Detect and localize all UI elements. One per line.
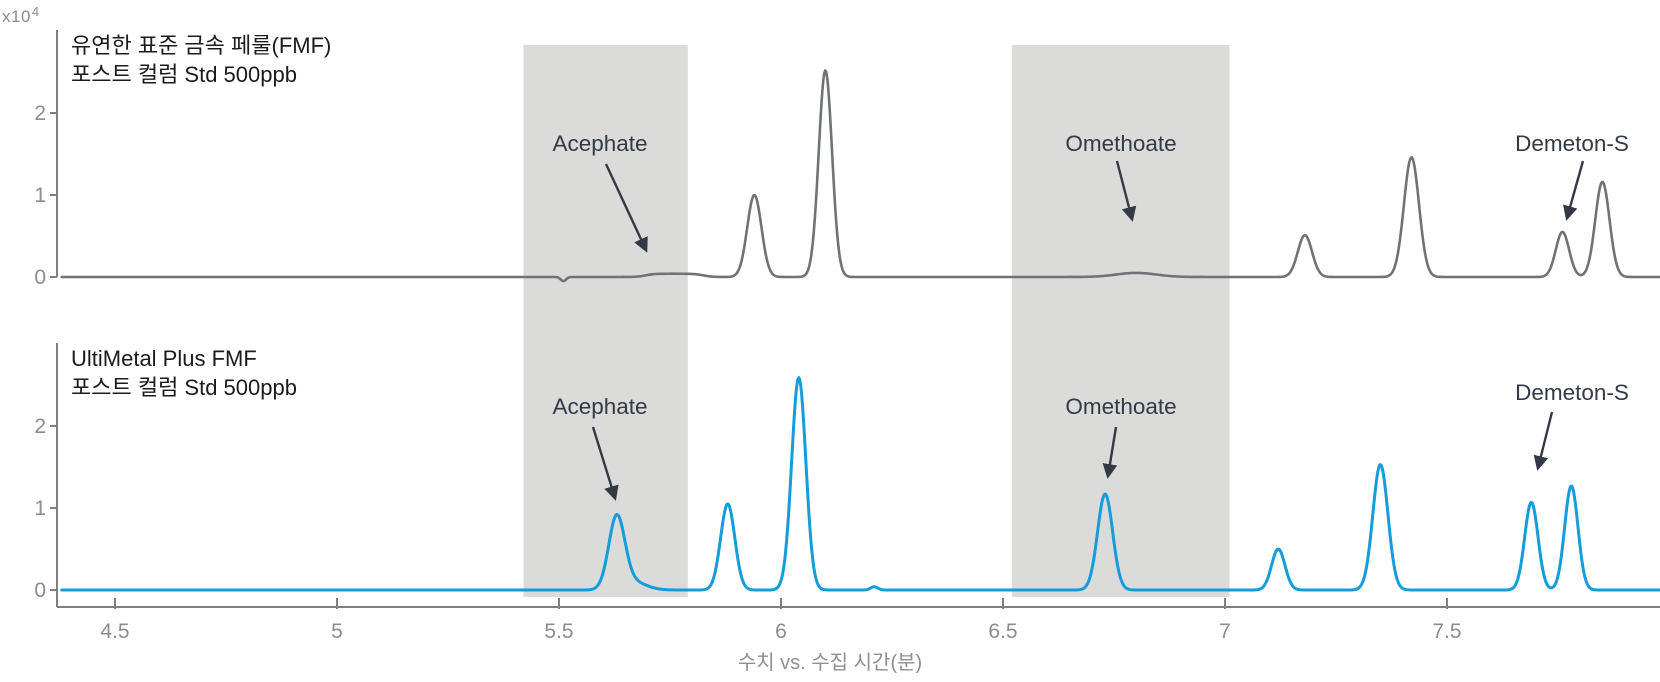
panel-title-ultimetal: UltiMetal Plus FMF 포스트 컬럼 Std 500ppb <box>71 344 297 402</box>
panel-title-standard-fmf: 유연한 표준 금속 페룰(FMF) 포스트 컬럼 Std 500ppb <box>71 31 331 89</box>
y-tick-label: 2 <box>34 102 46 125</box>
x-tick-label: 4.5 <box>100 620 129 643</box>
annotation-arrow-demeton-s <box>1533 411 1554 471</box>
panel-title-line: UltiMetal Plus FMF <box>71 346 257 371</box>
panel-title-line: 포스트 컬럼 Std 500ppb <box>71 375 297 400</box>
panel-title-line: 포스트 컬럼 Std 500ppb <box>71 62 297 87</box>
x-tick-label: 6 <box>775 620 787 643</box>
y-tick-label: 2 <box>34 415 46 438</box>
annotation-label-omethoate: Omethoate <box>1065 131 1176 156</box>
x-tick-label: 5 <box>331 620 343 643</box>
x-tick-label: 6.5 <box>988 620 1017 643</box>
x-tick-label: 7.5 <box>1432 620 1461 643</box>
highlight-band-omethoate-window <box>1011 45 1230 597</box>
x-tick-label: 7 <box>1219 620 1231 643</box>
y-scale-base: x10 <box>2 7 31 26</box>
annotation-label-demeton-s: Demeton-S <box>1515 131 1629 156</box>
trace-ultimetal-plus-fmf <box>60 376 1660 592</box>
annotation-arrow-omethoate <box>1102 426 1118 479</box>
y-tick-label: 1 <box>34 497 46 520</box>
annotation-arrow-omethoate <box>1115 160 1137 222</box>
annotation-label-omethoate: Omethoate <box>1065 394 1176 419</box>
annotation-label-demeton-s: Demeton-S <box>1515 380 1629 405</box>
annotation-label-acephate: Acephate <box>552 131 647 156</box>
annotation-label-acephate: Acephate <box>552 394 647 419</box>
annotation-arrow-acephate <box>604 163 648 253</box>
trace-standard-metal-ferrule <box>60 69 1660 283</box>
y-scale-exponent: 4 <box>31 4 40 19</box>
traces-group <box>60 69 1660 592</box>
y-tick-label: 0 <box>34 579 46 602</box>
y-tick-label: 1 <box>34 184 46 207</box>
axes-group: 4.5 5 5.5 6 6.5 7 7.5 0 1 2 0 1 2 <box>34 30 1660 643</box>
y-scale-label: x104 <box>2 4 40 27</box>
annotation-arrow-acephate <box>591 426 619 501</box>
y-tick-label: 0 <box>34 266 46 289</box>
x-tick-label: 5.5 <box>544 620 573 643</box>
highlight-bands-group <box>523 45 1230 597</box>
panel-title-line: 유연한 표준 금속 페룰(FMF) <box>71 33 332 58</box>
annotations-group: Acephate Omethoate Demeton-S Acephate Ometho… <box>552 131 1629 501</box>
highlight-band-acephate-window <box>523 45 688 597</box>
annotation-arrow-demeton-s <box>1563 160 1585 221</box>
x-axis-title: 수치 vs. 수집 시간(분) <box>737 652 923 674</box>
